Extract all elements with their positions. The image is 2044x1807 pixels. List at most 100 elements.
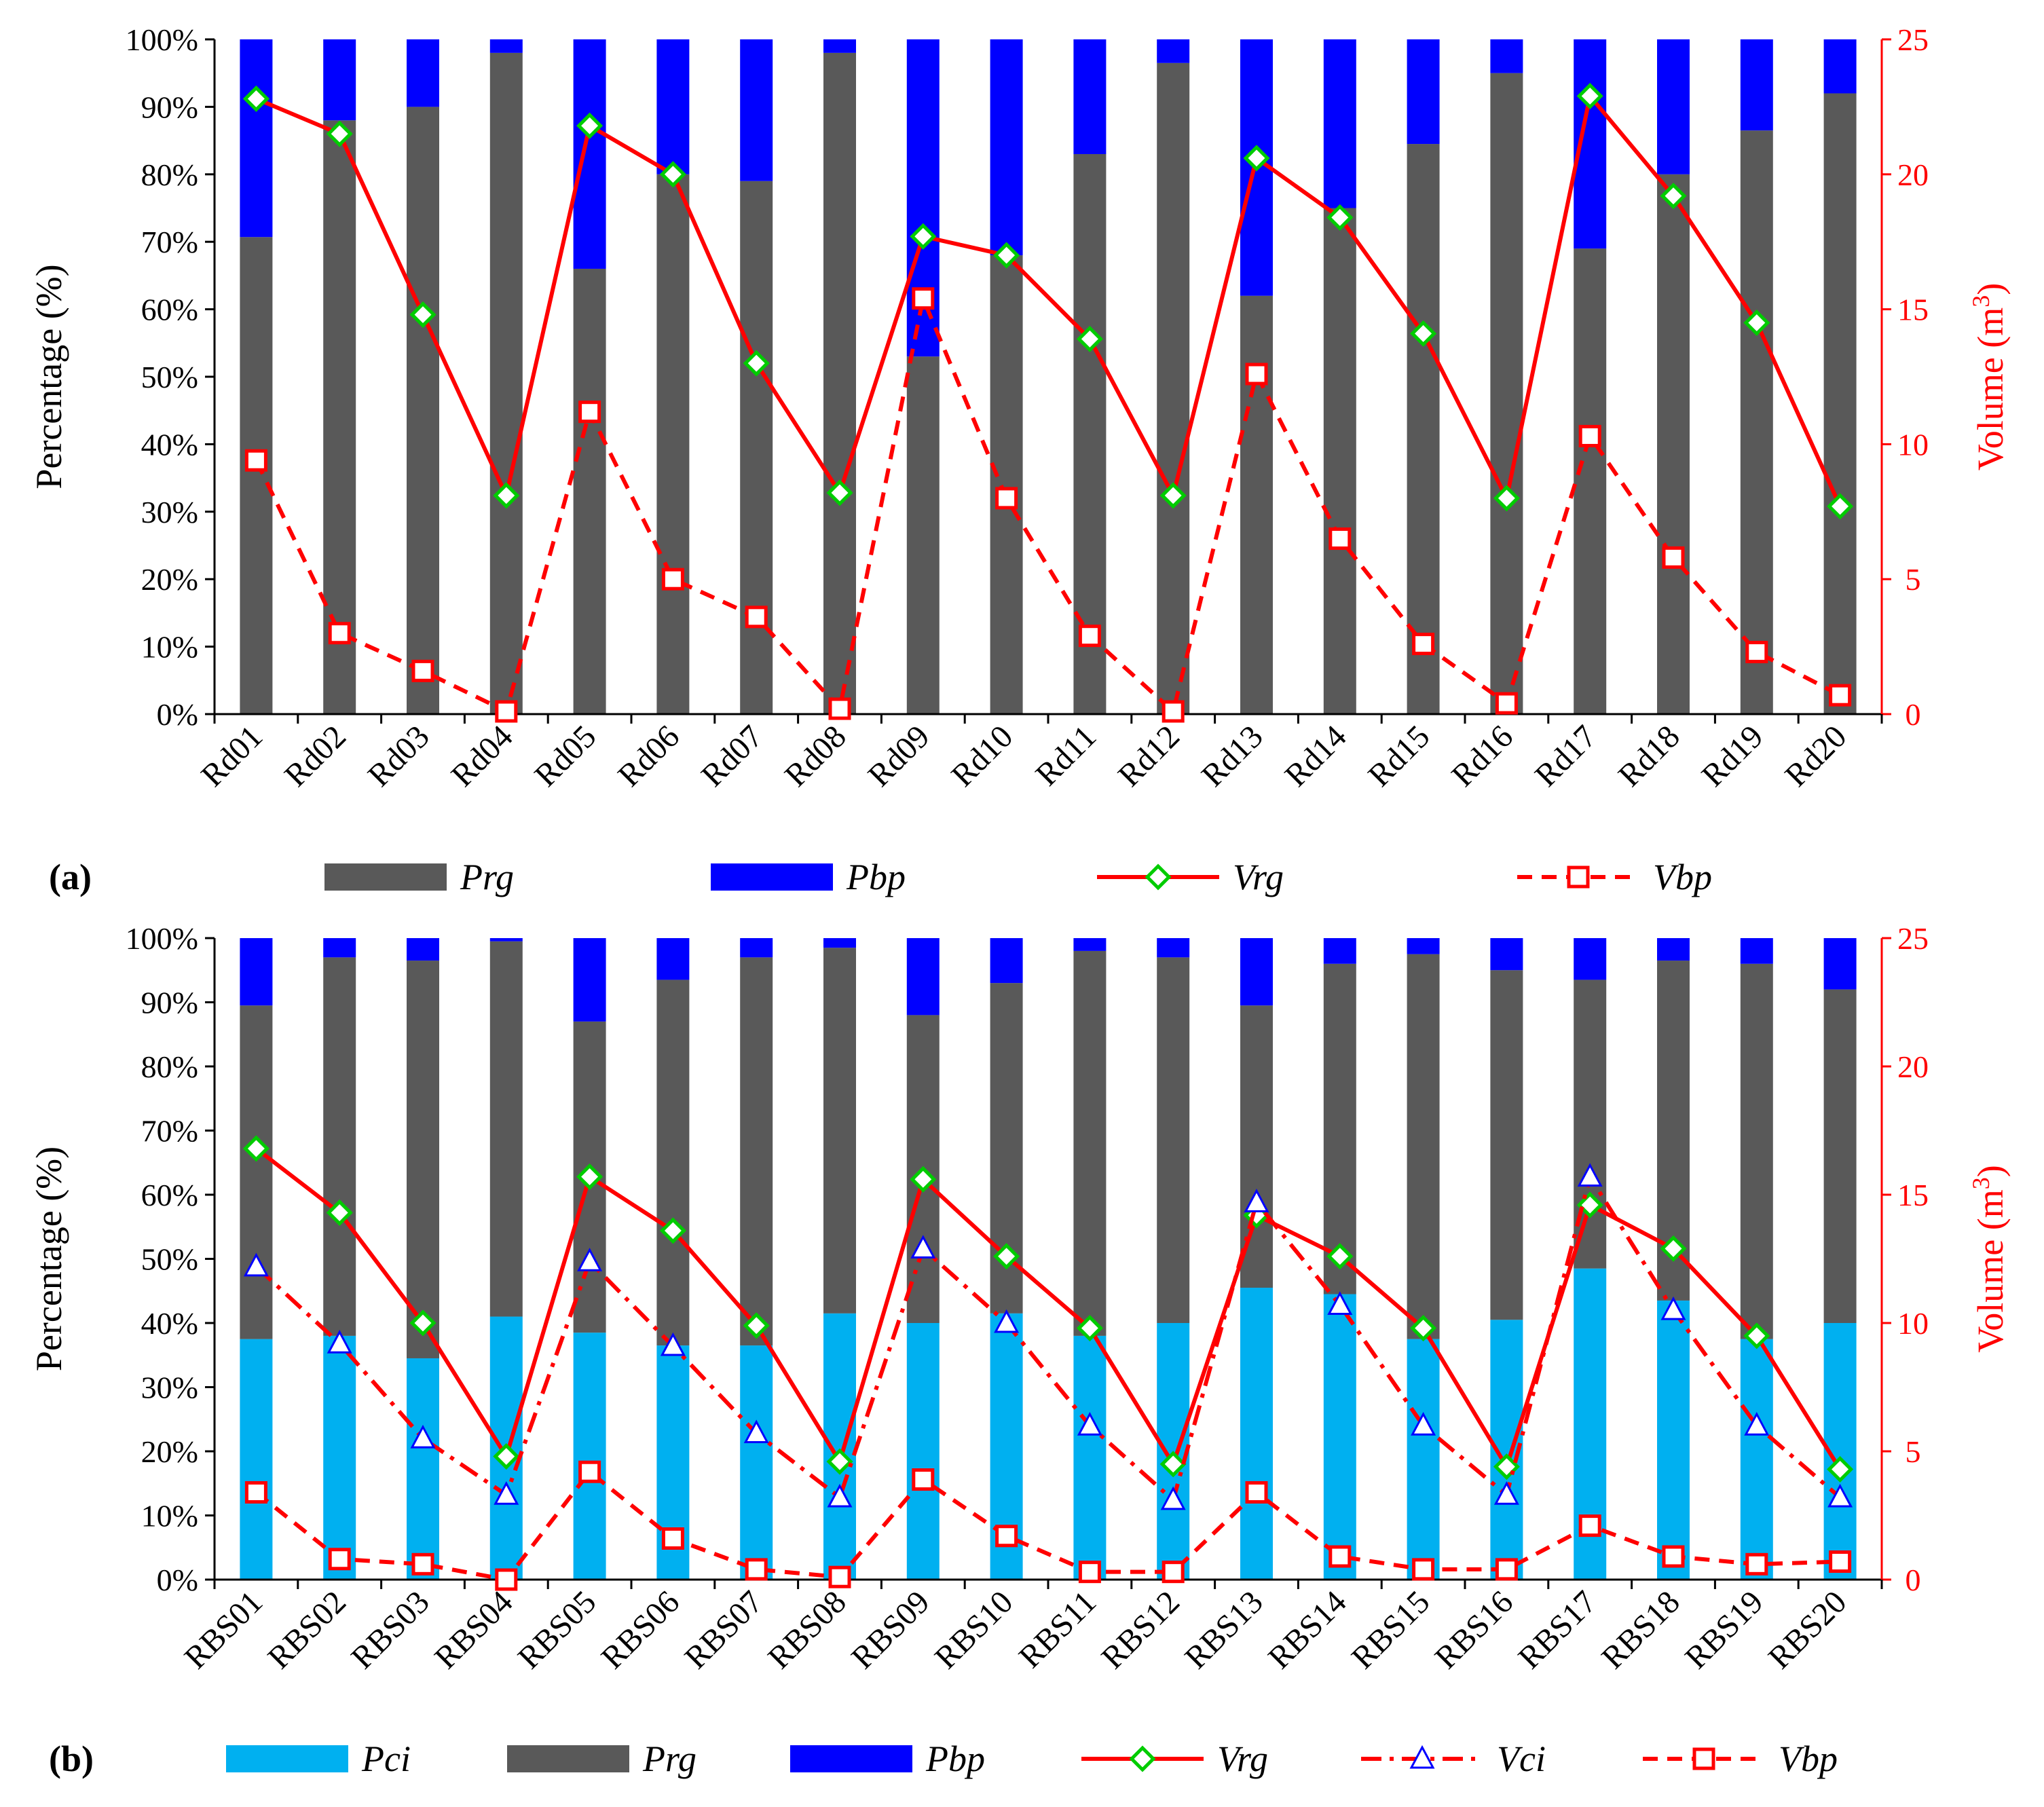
x-tick-label-rd04: Rd04 [445, 718, 520, 794]
bar-prg-rd15 [1407, 144, 1440, 714]
bar-pci-rbs19 [1740, 1339, 1773, 1580]
x-tick-label-rd07: Rd07 [694, 718, 770, 794]
x-tick-label-rbs20: RBS20 [1762, 1584, 1854, 1676]
point-vrg-rbs20 [1827, 1455, 1854, 1483]
point-vbp-rbs15 [1412, 1558, 1435, 1581]
bar-prg-rd20 [1823, 93, 1857, 714]
y-tick-label: 100% [126, 22, 198, 57]
bar-pbp-rbs18 [1657, 938, 1690, 961]
bar-pbp-rbs03 [407, 938, 439, 961]
panel-b: 0% 10% 20% 30% 40% 50% 60% 70% 80% 90% 100% 0 5 10 15 2… [29, 921, 2011, 1779]
y-tick-label: 20% [141, 562, 198, 597]
bar-pbp-rd04 [489, 39, 523, 53]
y-tick-label: 80% [141, 157, 198, 192]
y-tick-label: 50% [141, 1242, 198, 1277]
y-tick-label: 50% [141, 360, 198, 394]
x-tick-label-rd03: Rd03 [361, 718, 436, 794]
bar-pci-rbs15 [1407, 1339, 1440, 1580]
x-tick-label-rbs09: RBS09 [844, 1584, 937, 1676]
point-vrg-rbs07 [743, 1312, 770, 1339]
point-vbp-rbs05 [578, 1460, 601, 1483]
y-tick-label: 90% [141, 90, 198, 124]
bar-prg-rbs06 [656, 980, 690, 1346]
y-tick-label: 30% [141, 1371, 198, 1405]
point-vrg-rd09 [910, 223, 937, 250]
legend-vci-label: Vci [1497, 1738, 1546, 1779]
bar-pbp-rbs06 [656, 938, 690, 980]
bar-pbp-rbs10 [990, 938, 1023, 984]
y-tick-label: 0% [157, 1563, 198, 1597]
x-tick-label-rd11: Rd11 [1028, 718, 1103, 793]
point-vbp-rd14 [1328, 527, 1352, 551]
bar-pbp-rbs17 [1574, 938, 1607, 980]
bar-pbp-rd11 [1073, 39, 1107, 154]
point-vbp-rd08 [828, 697, 851, 720]
legend-pbp-label: Pbp [846, 857, 906, 897]
x-tick-label-rbs02: RBS02 [261, 1584, 353, 1676]
legend-vrg-marker [1129, 1745, 1156, 1772]
point-vrg-rbs01 [242, 1135, 270, 1162]
x-tick-label-rbs16: RBS16 [1428, 1584, 1521, 1676]
point-vrg-rd15 [1410, 320, 1437, 347]
point-vbp-rd02 [328, 622, 351, 645]
point-vci-rbs16 [1493, 1481, 1519, 1505]
bar-prg-rbs14 [1323, 963, 1356, 1294]
point-vbp-rd03 [411, 659, 434, 682]
x-tick-label-rd06: Rd06 [611, 718, 686, 794]
point-vci-rbs14 [1327, 1291, 1353, 1316]
bar-prg-rd01 [240, 237, 273, 714]
x-tick-label-rd16: Rd16 [1445, 718, 1520, 794]
y2-tick-label: 25 [1897, 921, 1929, 956]
x-tick-label-rd02: Rd02 [278, 718, 353, 794]
point-vbp-rbs04 [495, 1568, 518, 1591]
point-vci-rbs02 [327, 1330, 352, 1354]
bar-prg-rbs08 [823, 948, 856, 1314]
bar-pbp-rd12 [1157, 39, 1190, 63]
point-vbp-rbs16 [1495, 1558, 1518, 1581]
y2-axis-title-main: Volume (m [1970, 1189, 2011, 1353]
bar-pbp-rbs07 [740, 938, 773, 958]
point-vrg-rd18 [1660, 183, 1687, 210]
legend-pci-swatch [226, 1745, 348, 1772]
bar-prg-rd14 [1323, 208, 1356, 714]
point-vci-rbs08 [827, 1483, 853, 1508]
point-vbp-rbs09 [912, 1468, 935, 1491]
bar-prg-rd08 [823, 52, 856, 714]
x-tick-label-rd17: Rd17 [1528, 718, 1603, 794]
point-vbp-rbs13 [1245, 1480, 1268, 1504]
bar-prg-rd07 [740, 181, 773, 714]
y-tick-label: 60% [141, 1178, 198, 1212]
bar-prg-rbs12 [1157, 957, 1190, 1323]
bar-prg-rd18 [1657, 174, 1690, 714]
bar-pbp-rd01 [240, 39, 273, 238]
bar-pbp-rd06 [656, 39, 690, 174]
bar-pci-rbs13 [1240, 1288, 1273, 1580]
bar-pbp-rd05 [573, 39, 606, 269]
legend-vbp-marker [1567, 865, 1590, 889]
bar-pci-rbs07 [740, 1345, 773, 1580]
point-vrg-rd19 [1743, 309, 1770, 337]
bar-pbp-rbs08 [823, 938, 856, 948]
point-vbp-rd05 [578, 400, 601, 424]
point-vrg-rbs15 [1410, 1315, 1437, 1342]
point-vbp-rbs06 [661, 1527, 684, 1550]
line-vrg [255, 1147, 1842, 1471]
point-vrg-rd20 [1827, 493, 1854, 520]
x-tick-label-rd15: Rd15 [1361, 718, 1436, 794]
point-vbp-rbs20 [1829, 1550, 1852, 1573]
bar-prg-rd04 [489, 52, 523, 714]
x-tick-label-rbs06: RBS06 [595, 1584, 687, 1676]
y2-tick-label: 20 [1897, 1049, 1929, 1084]
y2-tick-label: 5 [1906, 562, 1921, 597]
point-vbp-rbs19 [1745, 1552, 1768, 1576]
bar-pbp-rd08 [823, 39, 856, 53]
point-vbp-rbs02 [328, 1548, 351, 1571]
point-vbp-rd07 [745, 606, 768, 629]
point-vci-rbs06 [660, 1332, 686, 1356]
series-vbp [244, 1460, 1852, 1591]
point-vbp-rd09 [912, 287, 935, 310]
point-vbp-rbs11 [1078, 1561, 1101, 1584]
point-vci-rbs18 [1660, 1296, 1686, 1320]
point-vci-rbs12 [1160, 1486, 1186, 1510]
